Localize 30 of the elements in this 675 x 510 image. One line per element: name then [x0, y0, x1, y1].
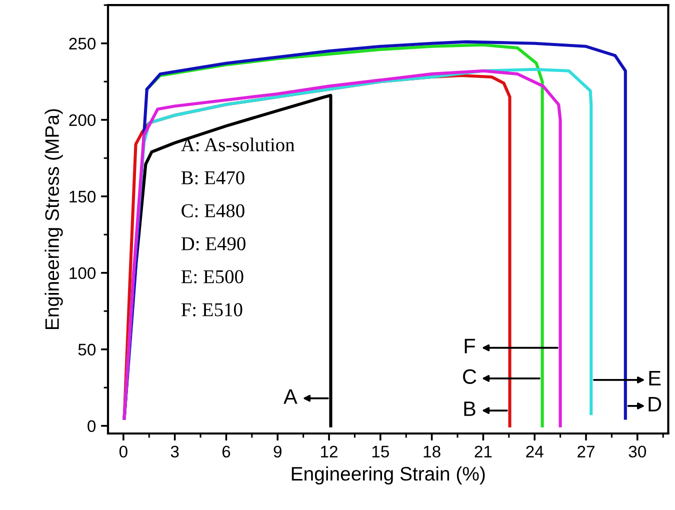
x-axis-title: Engineering Strain (%)	[292, 466, 485, 485]
annotation: E: E500	[181, 270, 244, 284]
annotation: B	[464, 402, 476, 416]
x-tick-label: 15	[372, 446, 389, 458]
y-tick-label: 0	[88, 420, 96, 432]
annotation: F: E510	[181, 303, 242, 316]
y-tick-label: 50	[78, 344, 96, 356]
y-tick-label: 100	[70, 267, 96, 280]
annotation: D: E490	[181, 237, 246, 250]
x-tick-label: 12	[321, 446, 338, 458]
x-tick-label: 9	[274, 446, 282, 458]
x-tick-label: 18	[424, 446, 440, 458]
x-tick-label: 0	[119, 446, 128, 458]
annotation: F	[464, 338, 476, 354]
annotation: C: E480	[182, 204, 244, 218]
y-tick-label: 200	[69, 114, 96, 126]
y-axis-title: Engineering Stress (MPa)	[44, 109, 63, 330]
annotation: B: E470	[181, 171, 244, 184]
x-tick-label: 21	[474, 446, 492, 458]
annotation: E	[649, 371, 661, 386]
x-tick-label: 6	[222, 446, 230, 458]
x-tick-label: 27	[578, 446, 594, 458]
annotation: A	[284, 389, 298, 404]
y-tick-label: 150	[70, 190, 96, 203]
annotation: C	[463, 369, 476, 384]
annotation: D	[648, 397, 662, 412]
x-tick-label: 30	[628, 446, 646, 458]
x-tick-label: 3	[170, 446, 179, 458]
y-tick-label: 250	[69, 38, 96, 50]
x-tick-label: 24	[526, 446, 544, 458]
